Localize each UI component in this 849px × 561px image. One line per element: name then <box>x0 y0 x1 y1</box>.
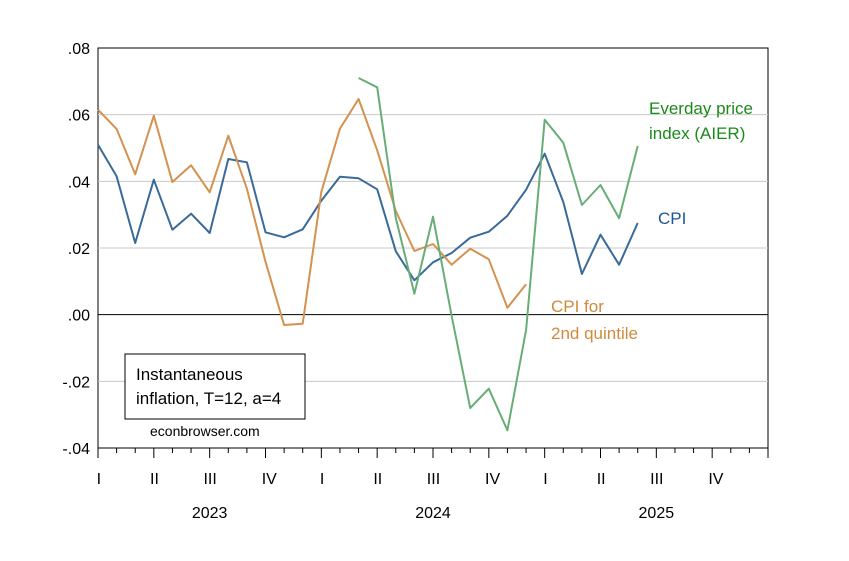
series-line-1 <box>97 98 527 326</box>
year-label: 2025 <box>639 505 675 522</box>
quarter-label: II <box>597 471 606 488</box>
y-tick-label: .06 <box>68 108 90 125</box>
year-label: 2024 <box>415 505 451 522</box>
quarter-label: I <box>320 471 324 488</box>
quintile-label-line-1: CPI for <box>551 297 604 316</box>
y-tick-label: -.02 <box>62 374 90 391</box>
y-tick-label: .04 <box>68 174 90 191</box>
quarter-label: II <box>150 471 159 488</box>
quintile-label-line-2: 2nd quintile <box>551 324 638 343</box>
quarter-label: IV <box>262 471 277 488</box>
year-label: 2023 <box>192 505 228 522</box>
note-box-frame <box>124 353 306 420</box>
note-line-2: inflation, T=12, a=4 <box>136 389 281 408</box>
aier-label-line-1: Everday price <box>649 99 753 118</box>
cpi-label: CPI <box>658 209 686 228</box>
gridlines <box>98 114 768 382</box>
note-box: Instantaneous inflation, T=12, a=4 <box>124 353 306 420</box>
y-axis-ticks: .08 .06 .04 .02 .00 -.02 -.04 <box>62 41 90 458</box>
quarter-label: III <box>203 471 216 488</box>
quarter-label: IV <box>485 471 500 488</box>
quarter-label: III <box>650 471 663 488</box>
y-tick-label: .02 <box>68 241 90 258</box>
quarter-label: I <box>543 471 547 488</box>
y-tick-label: -.04 <box>62 441 90 458</box>
series-line-2 <box>358 77 639 432</box>
y-tick-label: .08 <box>68 41 90 58</box>
quarter-label: III <box>427 471 440 488</box>
quarter-label: II <box>373 471 382 488</box>
series-line-0 <box>97 144 639 282</box>
quarter-label: IV <box>708 471 723 488</box>
note-line-1: Instantaneous <box>136 365 243 384</box>
aier-label-line-2: index (AIER) <box>649 124 745 143</box>
series-lines <box>97 77 639 432</box>
quarter-label: I <box>97 471 101 488</box>
source-note: econbrowser.com <box>150 423 260 439</box>
y-tick-label: .00 <box>68 308 90 325</box>
